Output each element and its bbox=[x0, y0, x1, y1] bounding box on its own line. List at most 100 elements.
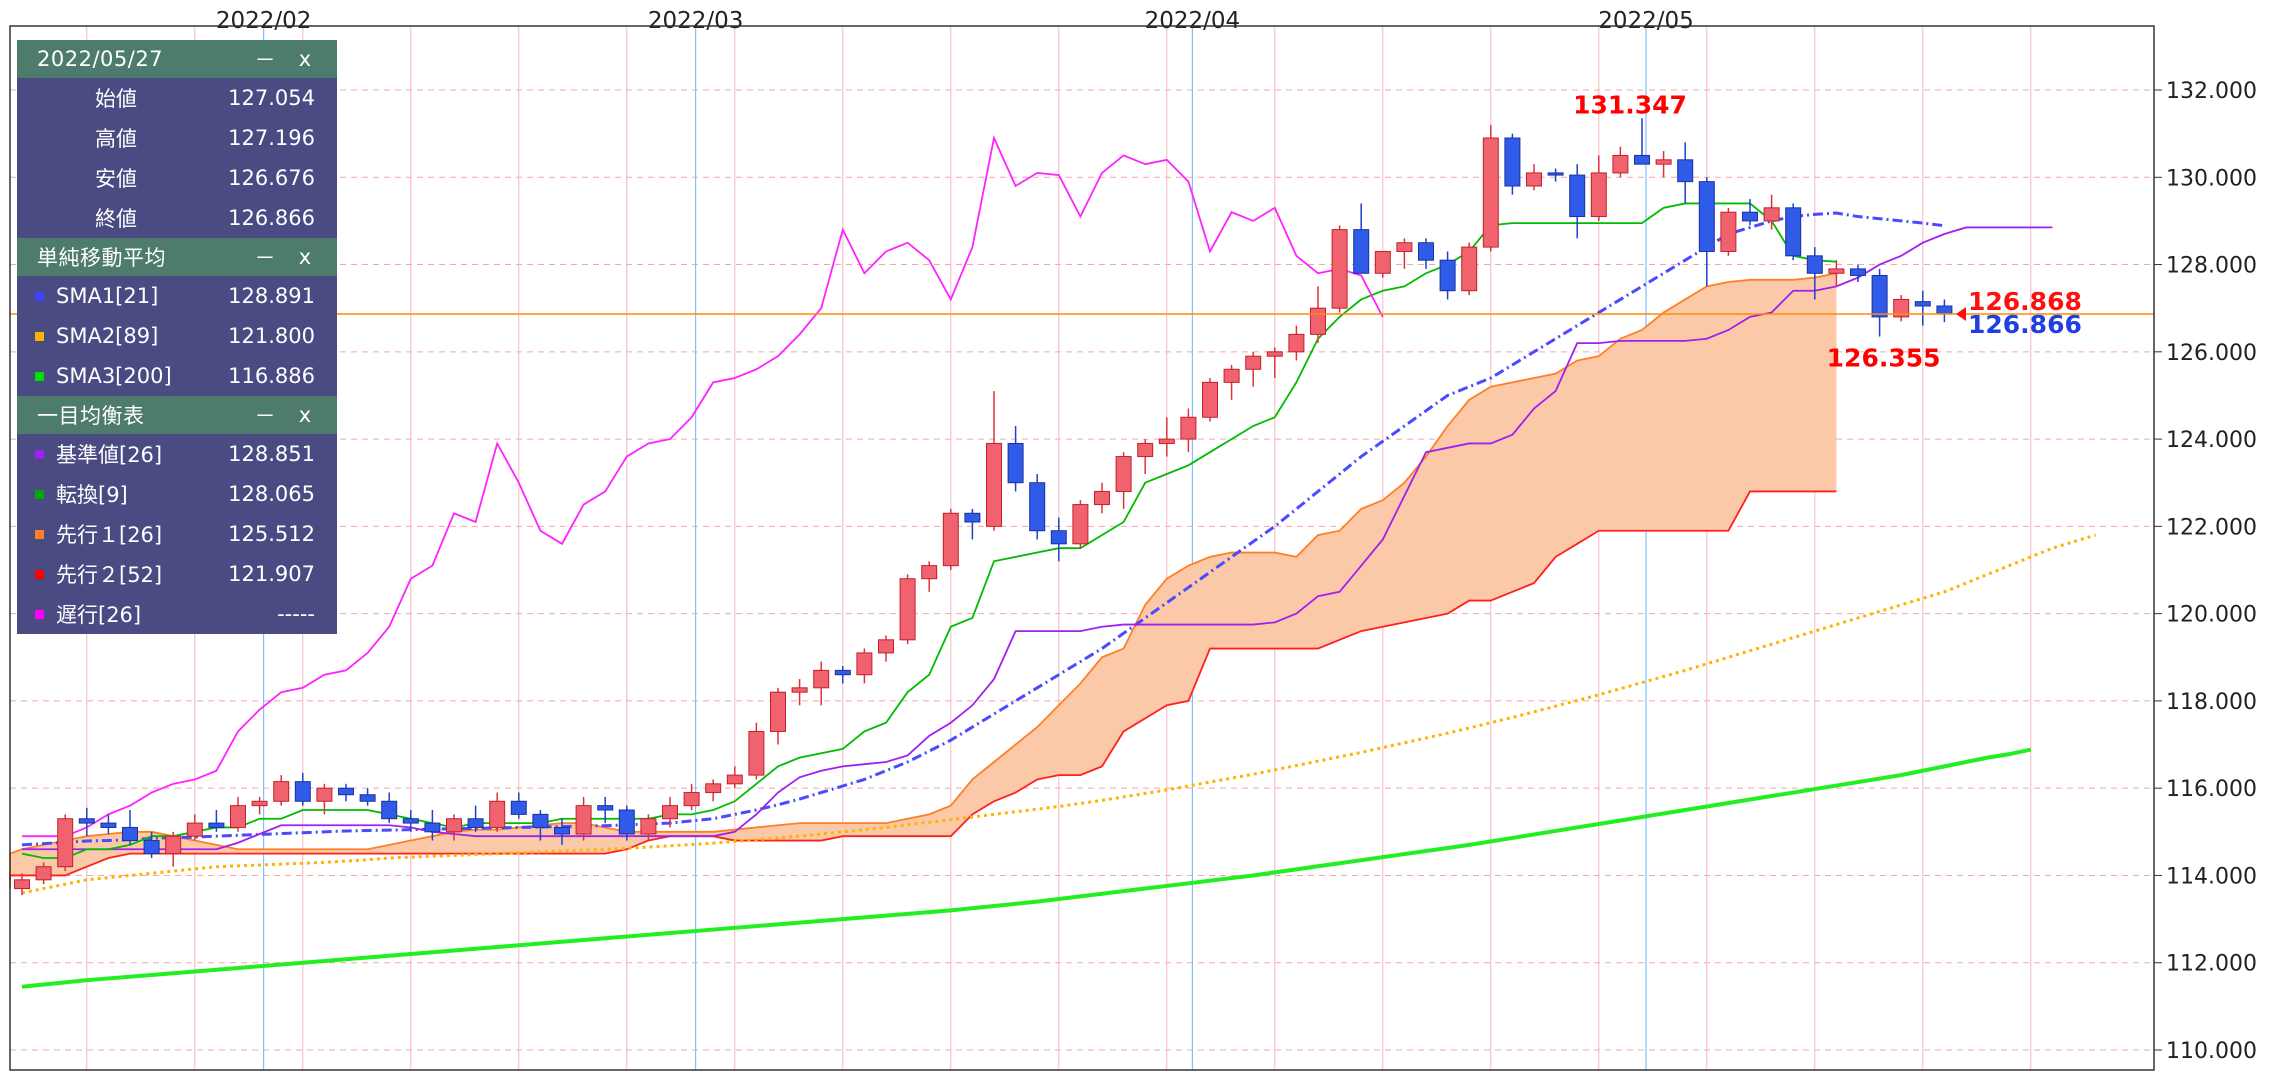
x-month-label: 2022/05 bbox=[1598, 8, 1694, 34]
candle-body bbox=[705, 783, 722, 794]
candle-body bbox=[921, 565, 938, 580]
ohlc-label: 安値 bbox=[95, 167, 137, 191]
candle-body bbox=[986, 442, 1002, 527]
candle-body bbox=[1029, 482, 1046, 532]
candle bbox=[1245, 351, 1262, 387]
candle-body bbox=[1094, 490, 1110, 506]
candle-body bbox=[14, 879, 30, 890]
candle-body bbox=[1590, 172, 1607, 218]
candle-body bbox=[273, 781, 290, 802]
ohlc-value: 127.196 bbox=[228, 126, 315, 150]
candle bbox=[1094, 482, 1110, 514]
ohlc-label: 終値 bbox=[95, 207, 137, 231]
candle-body bbox=[1936, 305, 1953, 315]
candle bbox=[1763, 194, 1780, 230]
candle bbox=[770, 687, 786, 745]
candle-body bbox=[1461, 246, 1478, 292]
candle-body bbox=[1914, 301, 1931, 307]
ichimoku-row-kijun: 基準値[26] 128.851 bbox=[17, 434, 337, 474]
candle bbox=[878, 635, 894, 662]
candle bbox=[1526, 164, 1542, 191]
candle bbox=[1137, 439, 1154, 474]
candle-body bbox=[1634, 154, 1650, 165]
series-value: 121.907 bbox=[228, 562, 315, 586]
ohlc-value: 126.866 bbox=[228, 206, 315, 230]
candle-body bbox=[1374, 250, 1391, 274]
minimize-button[interactable]: － bbox=[254, 404, 276, 428]
candle bbox=[1158, 417, 1175, 457]
minimize-button[interactable]: － bbox=[254, 246, 276, 270]
minimize-button[interactable]: － bbox=[254, 48, 276, 72]
plot-frame bbox=[9, 25, 2155, 1071]
close-button[interactable]: x bbox=[298, 403, 312, 427]
candle-body bbox=[1245, 355, 1262, 370]
candle bbox=[1785, 203, 1802, 261]
series-label: SMA1[21] bbox=[56, 284, 159, 308]
close-button[interactable]: x bbox=[298, 47, 312, 71]
candle-body bbox=[1871, 274, 1888, 318]
candle bbox=[683, 783, 700, 810]
candle bbox=[424, 810, 441, 841]
series-swatch bbox=[35, 609, 44, 619]
ichimoku-row-senkou1: 先行１[26] 125.512 bbox=[17, 514, 337, 554]
candle-body bbox=[165, 835, 182, 855]
candle bbox=[640, 814, 657, 841]
y-tick-label: 118.000 bbox=[2166, 690, 2257, 715]
series-value: 116.886 bbox=[228, 364, 315, 388]
candle bbox=[100, 814, 117, 834]
candle-body bbox=[1677, 159, 1694, 183]
candle bbox=[1396, 238, 1413, 269]
candle-body bbox=[489, 800, 506, 828]
cloud-fill bbox=[10, 273, 1837, 889]
candle bbox=[1612, 146, 1629, 178]
sma-header: 単純移動平均 － x bbox=[17, 238, 337, 276]
candle-body bbox=[1893, 298, 1910, 318]
candle bbox=[446, 814, 462, 841]
candle-body bbox=[813, 669, 830, 689]
ohlc-date: 2022/05/27 bbox=[37, 47, 164, 71]
candle bbox=[273, 775, 290, 806]
candle-body bbox=[1439, 259, 1456, 292]
x-axis: 2022/02 2022/03 2022/04 2022/05 bbox=[216, 8, 1694, 34]
candle bbox=[338, 783, 354, 802]
candle-body bbox=[856, 652, 873, 676]
series-label: 先行２[52] bbox=[56, 563, 163, 587]
ichimoku-row-senkou2: 先行２[52] 121.907 bbox=[17, 554, 337, 594]
candle bbox=[554, 818, 570, 845]
y-axis: 110.000 112.000 114.000 116.000 118.000 120.0… bbox=[2154, 79, 2257, 1064]
ohlc-row-open: 始値 127.054 bbox=[17, 78, 337, 118]
candle bbox=[251, 796, 268, 815]
candle bbox=[1698, 177, 1715, 287]
candle bbox=[208, 810, 225, 832]
candle bbox=[381, 792, 398, 824]
candle-body bbox=[532, 813, 549, 828]
candle-body bbox=[1137, 442, 1154, 458]
candle-body bbox=[1785, 207, 1802, 257]
sma1-line bbox=[21, 211, 1945, 847]
candle-body bbox=[143, 840, 160, 855]
candle bbox=[1914, 290, 1931, 326]
candle bbox=[1634, 118, 1650, 165]
candle bbox=[1115, 452, 1132, 509]
candle bbox=[1482, 124, 1499, 252]
candle-body bbox=[424, 822, 441, 833]
candle-body bbox=[1655, 159, 1672, 165]
candle-body bbox=[316, 787, 333, 802]
close-button[interactable]: x bbox=[298, 245, 312, 269]
candle-body bbox=[1828, 268, 1845, 274]
kijun-line bbox=[22, 226, 2053, 851]
candle bbox=[1720, 207, 1737, 256]
candle bbox=[122, 810, 138, 845]
candle-body bbox=[1072, 504, 1089, 545]
candle-body bbox=[770, 691, 786, 732]
sma3-line bbox=[21, 747, 2032, 989]
y-tick-label: 122.000 bbox=[2166, 515, 2257, 540]
y-tick-label: 110.000 bbox=[2166, 1039, 2257, 1064]
candle-body bbox=[899, 578, 916, 641]
candle bbox=[1202, 378, 1218, 422]
candle-body bbox=[1007, 442, 1024, 484]
y-tick-label: 112.000 bbox=[2166, 952, 2257, 977]
candle-body bbox=[1806, 255, 1823, 274]
current-price-marker bbox=[1956, 307, 1966, 322]
